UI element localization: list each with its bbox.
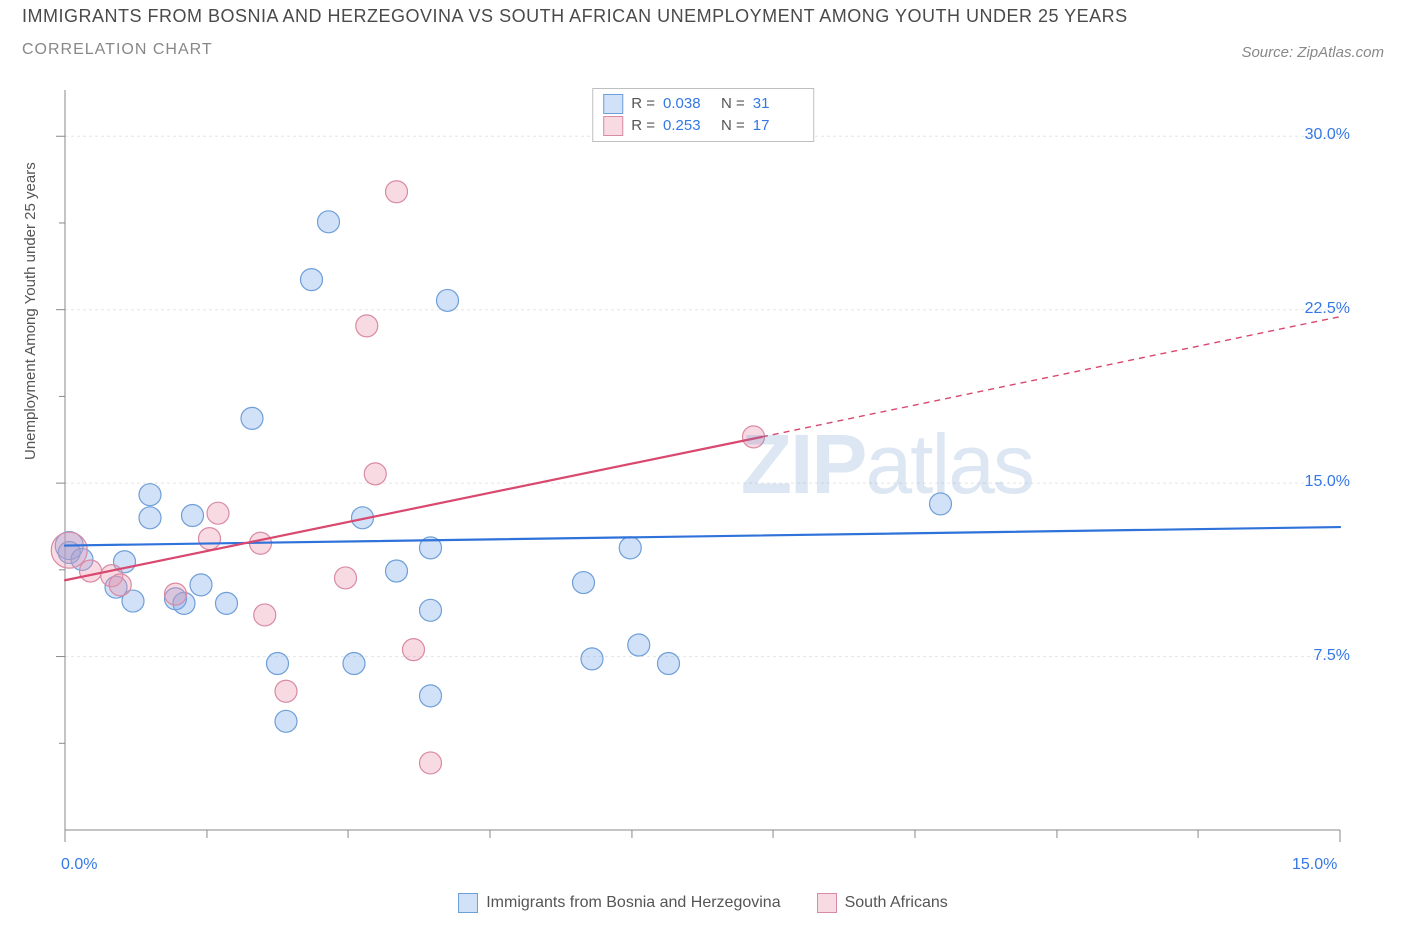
legend-R-label: R = [631, 115, 655, 137]
legend-series-item: South Africans [817, 893, 948, 913]
y-tick-label: 7.5% [1270, 647, 1350, 665]
y-axis-label: Unemployment Among Youth under 25 years [22, 162, 39, 460]
legend-N-value: 31 [753, 93, 803, 115]
legend-series: Immigrants from Bosnia and Herzegovina So… [0, 893, 1406, 918]
y-tick-label: 22.5% [1270, 300, 1350, 318]
x-tick-label: 0.0% [61, 856, 97, 874]
legend-series-label: Immigrants from Bosnia and Herzegovina [486, 894, 780, 912]
legend-R-value: 0.253 [663, 115, 713, 137]
chart-subtitle: CORRELATION CHART [22, 41, 1384, 59]
legend-corr-row: R = 0.253 N = 17 [603, 115, 803, 137]
legend-corr-row: R = 0.038 N = 31 [603, 93, 803, 115]
legend-swatch [603, 94, 623, 114]
legend-series-item: Immigrants from Bosnia and Herzegovina [458, 893, 780, 913]
legend-correlation-box: R = 0.038 N = 31 R = 0.253 N = 17 [592, 88, 814, 142]
legend-R-label: R = [631, 93, 655, 115]
legend-N-label: N = [721, 93, 745, 115]
legend-series-label: South Africans [845, 894, 948, 912]
legend-swatch [603, 116, 623, 136]
source-attribution: Source: ZipAtlas.com [1241, 44, 1384, 61]
legend-R-value: 0.038 [663, 93, 713, 115]
legend-N-value: 17 [753, 115, 803, 137]
scatter-plot: ZIPatlas [65, 90, 1340, 830]
title-block: IMMIGRANTS FROM BOSNIA AND HERZEGOVINA V… [22, 6, 1384, 59]
x-tick-label: 15.0% [1292, 856, 1337, 874]
plot-svg [65, 90, 1340, 830]
legend-N-label: N = [721, 115, 745, 137]
y-tick-label: 15.0% [1270, 473, 1350, 491]
chart-title: IMMIGRANTS FROM BOSNIA AND HERZEGOVINA V… [22, 6, 1384, 27]
legend-swatch [817, 893, 837, 913]
y-tick-label: 30.0% [1270, 126, 1350, 144]
legend-swatch [458, 893, 478, 913]
